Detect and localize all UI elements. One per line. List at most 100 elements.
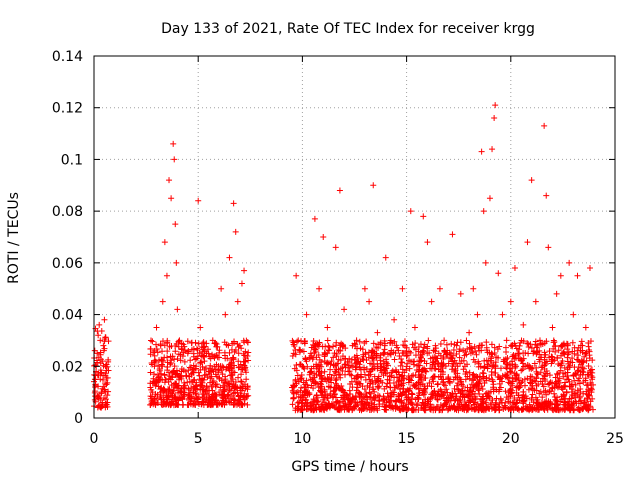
data-point <box>235 358 242 365</box>
data-point <box>582 324 589 331</box>
data-point <box>507 369 514 376</box>
data-point <box>386 373 393 380</box>
data-point <box>383 383 390 390</box>
data-point <box>300 348 307 355</box>
data-point <box>415 344 422 351</box>
data-point <box>204 387 211 394</box>
data-point <box>444 347 451 354</box>
data-point <box>308 406 315 413</box>
data-point <box>324 359 331 366</box>
data-point <box>99 385 106 392</box>
data-point <box>369 348 376 355</box>
data-point <box>293 367 300 374</box>
data-point <box>433 403 440 410</box>
data-point <box>425 396 432 403</box>
data-point <box>404 360 411 367</box>
data-point <box>419 389 426 396</box>
data-point <box>448 366 455 373</box>
data-point <box>381 340 388 347</box>
data-point <box>213 392 220 399</box>
data-point <box>446 403 453 410</box>
data-point <box>488 355 495 362</box>
data-point <box>169 353 176 360</box>
data-point <box>308 352 315 359</box>
data-point <box>179 394 186 401</box>
data-point <box>356 380 363 387</box>
data-point <box>332 362 339 369</box>
data-point <box>492 359 499 366</box>
data-point <box>168 342 175 349</box>
data-point <box>483 377 490 384</box>
data-point <box>186 394 193 401</box>
data-point <box>100 376 107 383</box>
data-point <box>499 311 506 318</box>
data-point <box>571 407 577 414</box>
data-point <box>403 352 410 359</box>
data-point <box>558 362 565 369</box>
data-point <box>312 346 319 353</box>
data-point <box>299 363 306 370</box>
data-point <box>488 368 495 375</box>
data-point <box>519 366 526 373</box>
data-point <box>322 401 329 408</box>
data-point <box>376 403 383 410</box>
data-point <box>536 337 543 344</box>
data-point <box>478 148 485 155</box>
data-point <box>553 380 560 387</box>
data-point <box>149 389 156 396</box>
data-point <box>174 355 181 362</box>
data-point <box>311 349 318 356</box>
data-point <box>186 393 193 400</box>
data-point <box>408 377 415 384</box>
data-point <box>240 394 247 401</box>
data-point <box>175 382 182 389</box>
data-point <box>543 192 550 199</box>
data-point <box>507 368 514 375</box>
data-point <box>550 345 557 352</box>
data-point <box>449 390 456 397</box>
data-point <box>562 379 569 386</box>
data-point <box>361 386 368 393</box>
data-point <box>180 383 187 390</box>
y-tick-labels: 0 0.02 0.04 0.06 0.08 0.1 0.12 0.14 <box>52 49 83 427</box>
data-point <box>388 372 395 379</box>
data-point <box>202 371 209 378</box>
data-point <box>189 346 195 353</box>
data-point <box>551 393 558 400</box>
data-point <box>181 385 188 392</box>
data-point <box>450 393 457 400</box>
data-point <box>515 377 522 384</box>
data-point <box>503 337 510 344</box>
data-point <box>226 349 233 356</box>
data-point <box>513 399 520 406</box>
data-point <box>356 364 363 371</box>
data-point <box>403 388 410 395</box>
data-point <box>463 337 470 344</box>
y-tick-label: 0.02 <box>52 359 83 375</box>
data-point <box>437 386 444 393</box>
data-point <box>301 337 308 344</box>
data-point <box>213 381 220 388</box>
data-point <box>241 365 248 372</box>
data-point <box>352 399 359 406</box>
data-point <box>98 389 105 396</box>
data-point <box>240 358 247 365</box>
data-point <box>363 366 370 373</box>
data-point <box>241 400 248 407</box>
data-point <box>428 298 435 305</box>
data-point <box>387 351 394 358</box>
data-point <box>170 140 177 147</box>
data-point <box>98 328 105 335</box>
axis-ticks <box>93 55 616 419</box>
data-point <box>366 376 373 383</box>
data-point <box>368 347 375 354</box>
data-point <box>466 399 473 406</box>
data-point <box>305 384 312 391</box>
data-point <box>561 342 568 349</box>
data-point <box>289 401 296 408</box>
data-point <box>462 370 469 377</box>
data-point <box>403 404 410 411</box>
data-point <box>584 381 591 388</box>
data-point <box>555 360 562 367</box>
data-point <box>412 382 419 389</box>
